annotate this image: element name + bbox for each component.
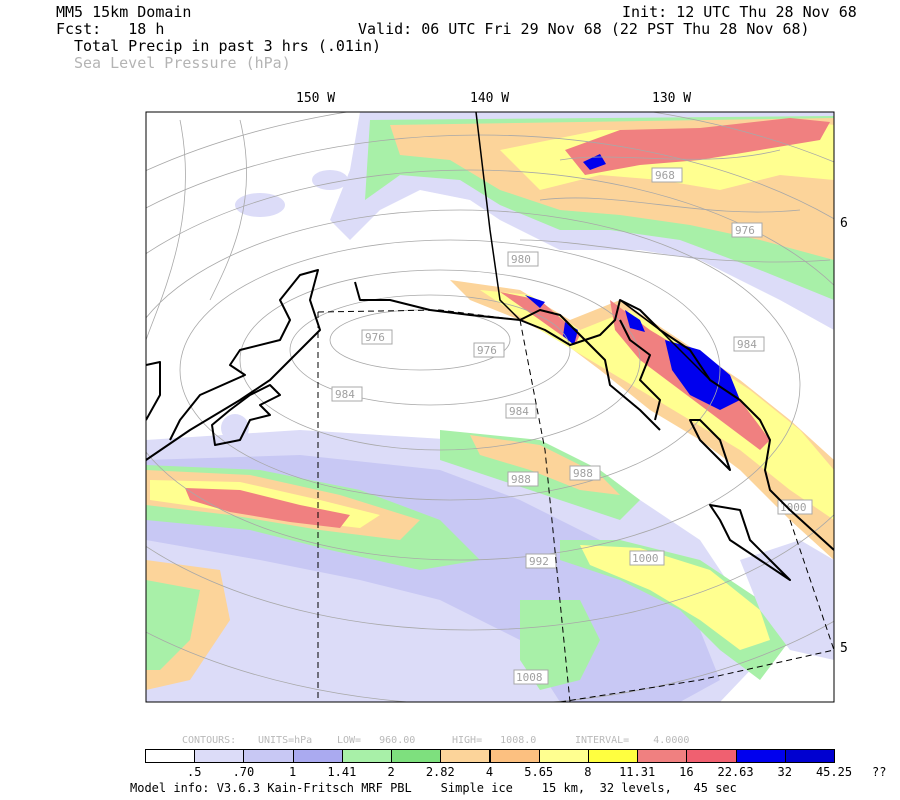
colorbar-swatch	[243, 749, 294, 763]
isobar-label: 988	[511, 473, 531, 486]
colorbar-swatch	[194, 749, 245, 763]
colorbar-swatch	[145, 749, 196, 763]
colorbar-label: 11.31	[619, 765, 656, 779]
forecast-hour: Fcst: 18 h	[56, 20, 165, 38]
colorbar-label: 4	[485, 765, 494, 779]
domain-title: MM5 15km Domain	[56, 3, 192, 21]
contour-info-low: LOW= 960.00	[337, 735, 416, 746]
colorbar-label: 16	[679, 765, 694, 779]
colorbar-label: 1	[289, 765, 297, 779]
map-frame-ticks	[145, 111, 835, 703]
isobar-label: 1000	[780, 501, 807, 514]
isobar-label: 968	[655, 169, 675, 182]
colorbar-label: .70	[232, 765, 255, 779]
precip-field	[146, 112, 834, 702]
colorbar-label: 2.82	[425, 765, 455, 779]
colorbar-swatch	[489, 749, 540, 763]
colorbar-swatch	[440, 749, 491, 763]
isobar-label: 984	[509, 405, 529, 418]
colorbar-swatch	[637, 749, 688, 763]
coastlines	[146, 269, 834, 581]
latitude-label-5: 5	[840, 641, 848, 656]
isobar-label-texts: 968 976 980 976 976 984 984 984 988 988 …	[335, 169, 807, 684]
colorbar-label: 45.25	[815, 765, 853, 779]
colorbar-swatch	[538, 749, 589, 763]
longitude-label-130w: 130 W	[652, 91, 692, 106]
field-precip-title: Total Precip in past 3 hrs (.01in)	[74, 37, 382, 55]
colorbar-label: 2	[387, 765, 395, 779]
colorbar-label: 5.65	[524, 765, 554, 779]
borders	[475, 112, 711, 381]
map-grid	[317, 309, 834, 702]
colorbar-label: 22.63	[717, 765, 754, 779]
isobar-contours	[146, 112, 834, 702]
colorbar-swatch	[686, 749, 737, 763]
valid-time: Valid: 06 UTC Fri 29 Nov 68 (22 PST Thu …	[358, 20, 810, 38]
colorbar-label: 1.41	[327, 765, 357, 779]
colorbar-label: 32	[777, 765, 793, 779]
colorbar-label: ??	[871, 765, 887, 779]
isobar-label: 980	[511, 253, 531, 266]
model-info: Model info: V3.6.3 Kain-Fritsch MRF PBL …	[130, 781, 737, 795]
longitude-label-150w: 150 W	[296, 91, 336, 106]
contour-info-contours: CONTOURS:	[182, 735, 237, 746]
colorbar-swatch	[391, 749, 442, 763]
isobar-label: 1000	[632, 552, 659, 565]
colorbar-label: 8	[584, 765, 592, 779]
isobar-label: 988	[573, 467, 593, 480]
colorbar-swatch	[292, 749, 343, 763]
isobar-label: 984	[335, 388, 355, 401]
isobar-label: 992	[529, 555, 549, 568]
colorbar-label: .5	[186, 765, 202, 779]
isobar-label: 984	[737, 338, 757, 351]
colorbar-swatch	[784, 749, 835, 763]
contour-info-high: HIGH= 1008.0	[452, 735, 537, 746]
latitude-label-6: 6	[840, 216, 848, 231]
isobar-label: 1008	[516, 671, 543, 684]
colorbar-swatch	[341, 749, 393, 763]
colorbar-swatch	[587, 749, 639, 763]
longitude-label-140w: 140 W	[470, 91, 510, 106]
field-slp-title: Sea Level Pressure (hPa)	[74, 54, 291, 72]
isobar-label: 976	[365, 331, 385, 344]
colorbar-swatch	[735, 749, 786, 763]
isobar-label: 976	[735, 224, 755, 237]
contour-info-interval: INTERVAL= 4.0000	[575, 735, 690, 746]
contour-info-units: UNITS=hPa	[258, 735, 313, 746]
init-time: Init: 12 UTC Thu 28 Nov 68	[622, 3, 857, 21]
isobar-label-boxes	[331, 167, 813, 685]
isobar-label: 976	[477, 344, 497, 357]
